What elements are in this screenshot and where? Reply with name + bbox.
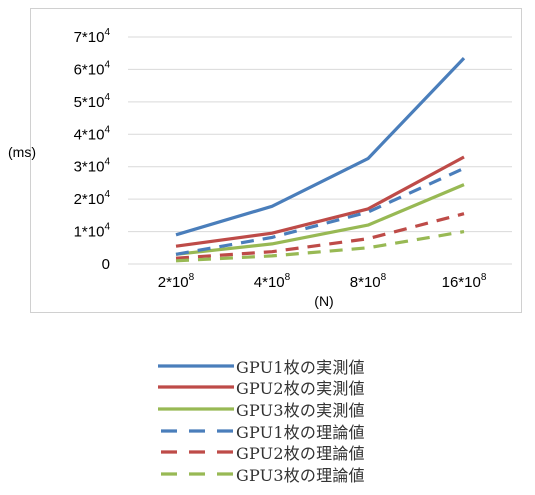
legend-swatch	[158, 360, 234, 372]
series-line-4	[175, 166, 465, 256]
legend-swatch	[158, 403, 234, 415]
legend: GPU1枚の実測値 GPU2枚の実測値 GPU3枚の実測値 GPU1枚の理論値 GPU2…	[158, 355, 458, 485]
legend-item: GPU1枚の理論値	[158, 420, 458, 442]
x-axis-title: (N)	[314, 293, 333, 309]
line-chart: 0 1*104 2*104 3*104 4*104 5*104 6*104 7*104 2*10…	[8, 27, 512, 309]
legend-item: GPU3枚の実測値	[158, 398, 458, 420]
legend-item: GPU2枚の実測値	[158, 377, 458, 399]
legend-swatch	[158, 446, 234, 458]
x-tick-label: 2*108	[158, 272, 195, 291]
y-tick-label: 5*104	[74, 92, 111, 111]
series-line-2	[175, 155, 465, 248]
legend-label: GPU1枚の理論値	[236, 422, 365, 442]
legend-label: GPU1枚の実測値	[236, 357, 365, 377]
series-line-6	[175, 230, 465, 263]
y-tick-label: 1*104	[74, 222, 111, 241]
y-tick-label: 7*104	[74, 27, 111, 46]
legend-label: GPU3枚の実測値	[236, 400, 365, 420]
series-line-5	[175, 212, 465, 260]
legend-item: GPU1枚の実測値	[158, 355, 458, 377]
y-tick-label: 6*104	[74, 59, 111, 78]
y-tick-label: 0	[102, 256, 110, 273]
legend-label: GPU2枚の実測値	[236, 379, 365, 399]
y-axis-title: (ms)	[8, 144, 36, 160]
chart-frame	[30, 8, 522, 313]
legend-item: GPU2枚の理論値	[158, 441, 458, 463]
y-tick-label: 4*104	[74, 124, 111, 143]
legend-swatch	[158, 468, 234, 480]
legend-label: GPU2枚の理論値	[236, 444, 365, 464]
series-line-3	[175, 183, 465, 256]
x-tick-label: 4*108	[254, 272, 291, 291]
legend-swatch	[158, 425, 234, 437]
legend-item: GPU3枚の理論値	[158, 463, 458, 485]
y-tick-label: 3*104	[74, 157, 111, 176]
legend-label: GPU3枚の理論値	[236, 465, 365, 485]
y-tick-label: 2*104	[74, 189, 111, 208]
x-tick-label: 16*108	[442, 272, 487, 291]
x-tick-label: 8*108	[350, 272, 387, 291]
legend-swatch	[158, 381, 234, 393]
series-line-1	[175, 56, 466, 237]
